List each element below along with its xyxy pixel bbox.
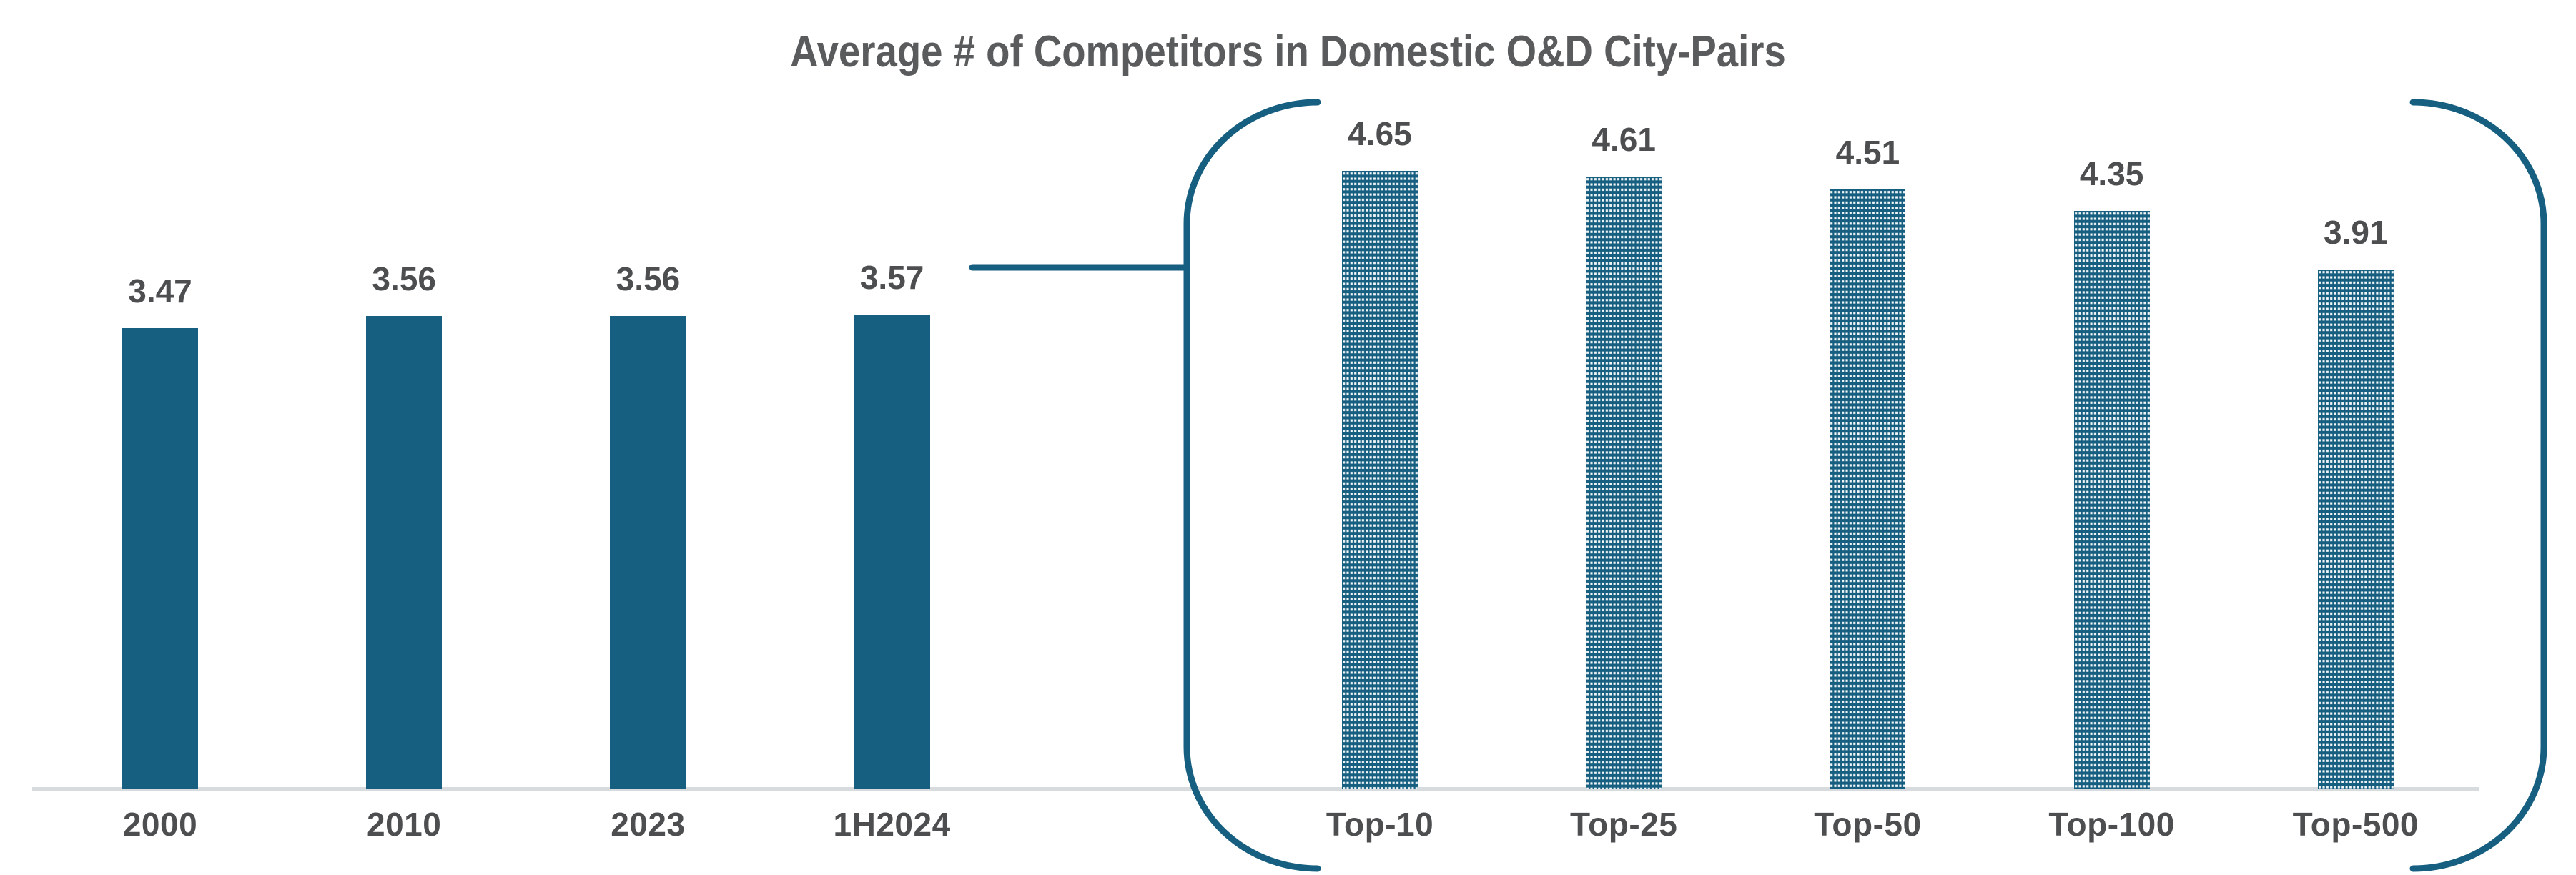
category-label: Top-10 bbox=[1326, 806, 1434, 843]
dot-pattern-fill bbox=[1830, 189, 1906, 789]
dotted-bar bbox=[2317, 270, 2394, 789]
bar-column-Top-10: 4.65 Top-10 bbox=[1258, 0, 1501, 875]
solid-bar bbox=[610, 316, 686, 789]
bar-value-label: 4.65 bbox=[1348, 115, 1412, 152]
category-label: 1H2024 bbox=[833, 806, 951, 843]
dot-pattern-fill bbox=[2317, 270, 2394, 789]
bar-column-Top-100: 4.35 Top-100 bbox=[1990, 0, 2234, 875]
category-label: Top-100 bbox=[2048, 806, 2175, 843]
solid-bar bbox=[122, 328, 198, 789]
bar-column-1H2024: 3.57 1H2024 bbox=[771, 0, 1014, 875]
bar-column-2023: 3.56 2023 bbox=[526, 0, 769, 875]
bar-value-label: 3.56 bbox=[616, 260, 681, 297]
category-label: Top-500 bbox=[2292, 806, 2419, 843]
dotted-bar bbox=[2073, 211, 2150, 789]
dotted-bar bbox=[1586, 177, 1662, 789]
bar-value-label: 3.57 bbox=[859, 259, 924, 296]
dotted-bar bbox=[1830, 189, 1906, 789]
category-label: 2023 bbox=[611, 806, 686, 843]
dotted-bar bbox=[1342, 171, 1418, 789]
category-label: Top-50 bbox=[1814, 806, 1922, 843]
dot-pattern-fill bbox=[1342, 171, 1418, 789]
bar-value-label: 3.56 bbox=[372, 260, 436, 297]
dot-pattern-fill bbox=[1586, 177, 1662, 789]
bar-value-label: 4.35 bbox=[2079, 155, 2144, 192]
chart-title: Average # of Competitors in Domestic O&D… bbox=[790, 27, 1786, 76]
category-label: Top-25 bbox=[1570, 806, 1678, 843]
bar-column-Top-50: 4.51 Top-50 bbox=[1746, 0, 1989, 875]
bar-value-label: 3.91 bbox=[2324, 214, 2388, 251]
bar-value-label: 4.51 bbox=[1835, 134, 1900, 171]
bar-column-2000: 3.47 2000 bbox=[39, 0, 282, 875]
bar-column-Top-25: 4.61 Top-25 bbox=[1502, 0, 1745, 875]
dot-pattern-fill bbox=[2073, 211, 2150, 789]
bar-column-Top-500: 3.91 Top-500 bbox=[2234, 0, 2477, 875]
solid-bar bbox=[366, 316, 443, 789]
bar-value-label: 4.61 bbox=[1592, 121, 1656, 158]
bar-column-2010: 3.56 2010 bbox=[282, 0, 525, 875]
category-label: 2000 bbox=[122, 806, 198, 843]
bar-value-label: 3.47 bbox=[128, 272, 192, 310]
solid-bar bbox=[854, 315, 930, 789]
category-label: 2010 bbox=[367, 806, 442, 843]
